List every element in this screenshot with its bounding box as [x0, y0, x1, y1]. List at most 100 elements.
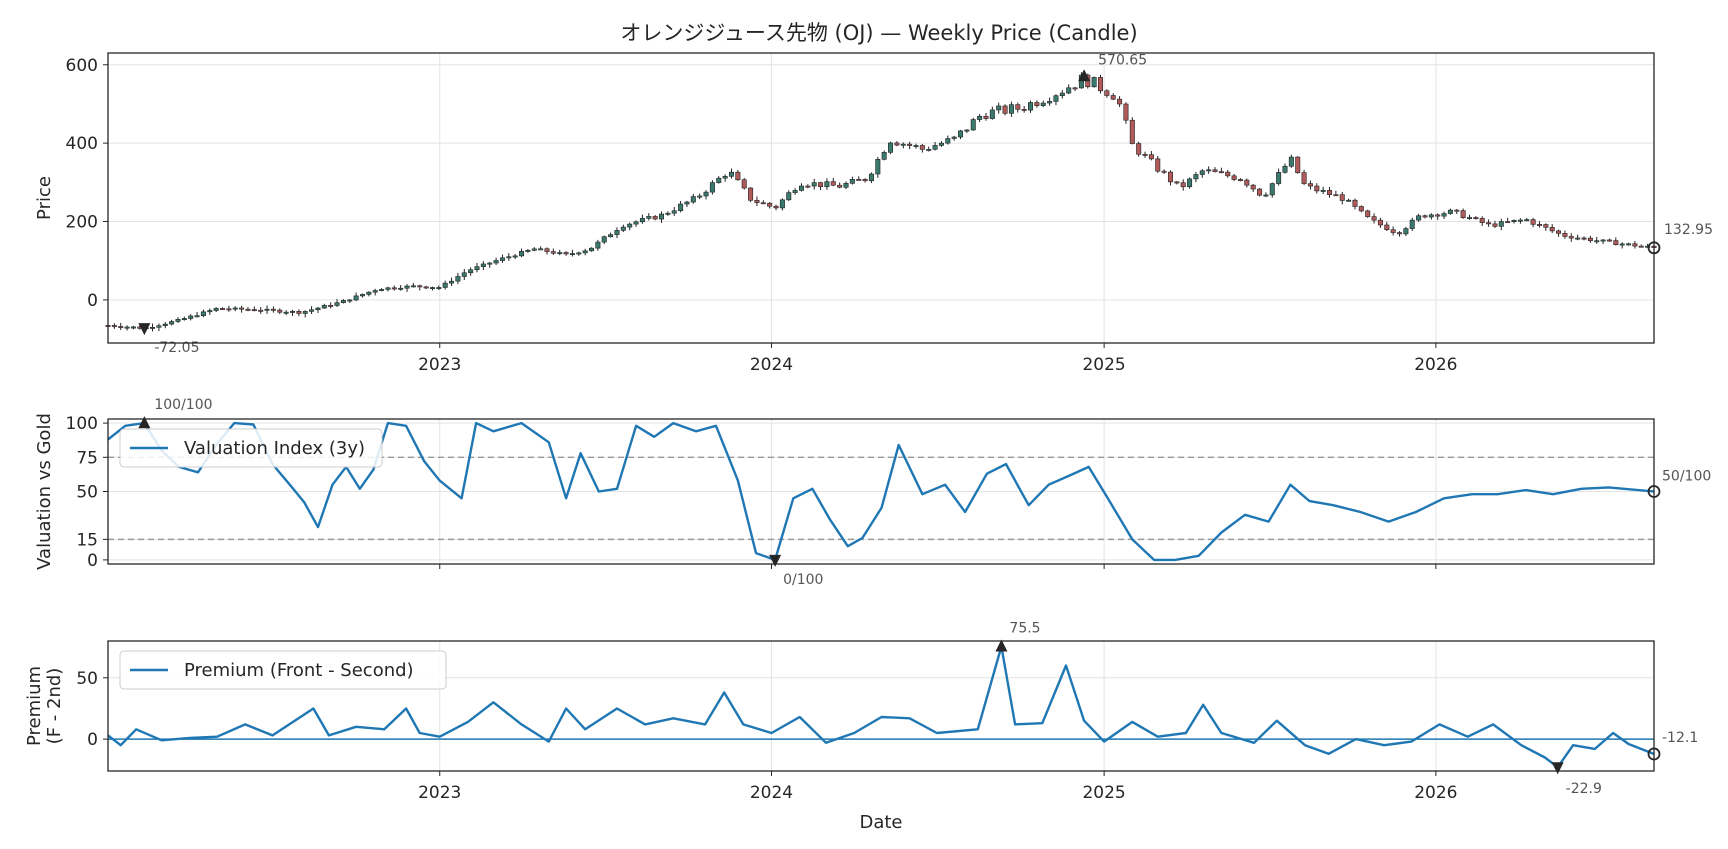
- y-tick-label: 0: [87, 291, 98, 311]
- candle-body: [1008, 104, 1014, 114]
- candle-body: [213, 308, 219, 311]
- min-marker: [138, 323, 151, 336]
- candle-body: [951, 136, 957, 139]
- candle-body: [1282, 165, 1288, 173]
- candle-body: [665, 212, 671, 215]
- legend-label: Premium (Front - Second): [184, 660, 414, 681]
- candle-body: [474, 266, 480, 271]
- candle-body: [970, 119, 976, 131]
- candle-body: [1180, 182, 1186, 188]
- candle-body: [1339, 194, 1345, 201]
- candle-body: [296, 311, 302, 314]
- candle-body: [449, 280, 455, 284]
- candle-body: [1536, 224, 1542, 226]
- candle-body: [487, 262, 493, 265]
- candle-body: [1441, 213, 1447, 217]
- x-tick-label: 2024: [750, 783, 793, 803]
- candle-body: [760, 202, 766, 205]
- candles: [105, 72, 1657, 332]
- candle-body: [1231, 175, 1237, 180]
- candle-body: [544, 248, 550, 252]
- candle-body: [1244, 179, 1250, 186]
- candle-body: [1066, 87, 1072, 94]
- candle-body: [735, 171, 741, 181]
- candle-body: [506, 256, 512, 259]
- candle-body: [1460, 210, 1466, 218]
- candle-body: [1161, 170, 1167, 173]
- candle-body: [786, 192, 792, 201]
- candle-body: [1327, 190, 1333, 195]
- candle-body: [589, 247, 595, 252]
- candle-body: [938, 142, 944, 146]
- candle-body: [576, 252, 582, 255]
- candle-body: [366, 291, 372, 295]
- x-tick-label: 2026: [1414, 355, 1457, 375]
- candle-body: [1269, 183, 1275, 196]
- candle-body: [1581, 237, 1587, 240]
- y-tick-label: 75: [76, 448, 98, 468]
- candle-body: [1091, 77, 1097, 88]
- candle-body: [239, 307, 245, 310]
- y-tick-label: 0: [87, 551, 98, 571]
- candle-body: [563, 252, 569, 255]
- candle-body: [919, 145, 925, 150]
- min-marker: [1551, 762, 1564, 775]
- y-axis-label-line: Valuation vs Gold: [34, 413, 55, 570]
- candle-body: [1447, 209, 1453, 214]
- legend-box: [119, 428, 383, 468]
- candle-body: [550, 251, 556, 254]
- candle-body: [849, 178, 855, 184]
- candle-body: [1377, 219, 1383, 226]
- candle-body: [340, 300, 346, 303]
- candle-body: [1492, 223, 1498, 227]
- candle-body: [1250, 184, 1256, 190]
- candle-body: [977, 115, 983, 120]
- candle-body: [1142, 153, 1148, 156]
- y-tick-label: 400: [66, 134, 98, 154]
- candle-body: [1263, 194, 1269, 197]
- max-annotation: 75.5: [1009, 621, 1040, 637]
- candle-body: [964, 129, 970, 132]
- candle-body: [379, 289, 385, 291]
- candle-body: [843, 183, 849, 188]
- candle-body: [1333, 194, 1339, 197]
- candle-body: [652, 216, 658, 220]
- candle-body: [1117, 98, 1123, 105]
- price-panel: 0 200 400 600 2023 2024 2025 2026 Price 570.65 -72…: [34, 52, 1713, 375]
- y-tick-label: 50: [76, 483, 98, 503]
- candle-body: [1237, 179, 1243, 182]
- candle-body: [442, 282, 448, 288]
- plot-frame: [107, 418, 1655, 565]
- candle-body: [595, 241, 601, 249]
- candle-body: [1594, 240, 1600, 243]
- candle-body: [156, 325, 162, 328]
- candle-body: [996, 105, 1002, 111]
- candle-body: [410, 285, 416, 288]
- candle-body: [525, 250, 531, 252]
- valuation-line: [107, 421, 1655, 562]
- candle-body: [1454, 209, 1460, 212]
- candle-body: [283, 311, 289, 314]
- x-tick-label: 2025: [1082, 783, 1125, 803]
- chart-title: オレンジジュース先物 (OJ) — Weekly Price (Candle): [620, 21, 1137, 45]
- candle-body: [130, 326, 136, 329]
- candle-body: [1511, 219, 1517, 222]
- y-tick-label: 15: [76, 530, 98, 550]
- candle-body: [824, 181, 830, 188]
- last-annotation: 50/100: [1662, 469, 1711, 485]
- candle-body: [1199, 170, 1205, 175]
- max-marker: [1078, 69, 1091, 82]
- candle-body: [646, 216, 652, 219]
- x-tick-label: 2026: [1414, 783, 1457, 803]
- candle-body: [359, 294, 365, 297]
- candle-body: [220, 308, 226, 310]
- candle-body: [1600, 239, 1606, 242]
- candle-body: [207, 310, 213, 313]
- candle-body: [1466, 217, 1472, 219]
- candle-body: [181, 318, 187, 320]
- candle-body: [601, 236, 607, 243]
- candle-body: [1352, 199, 1358, 207]
- candle-body: [226, 308, 232, 311]
- min-annotation: 0/100: [783, 572, 823, 588]
- candle-body: [1110, 95, 1116, 100]
